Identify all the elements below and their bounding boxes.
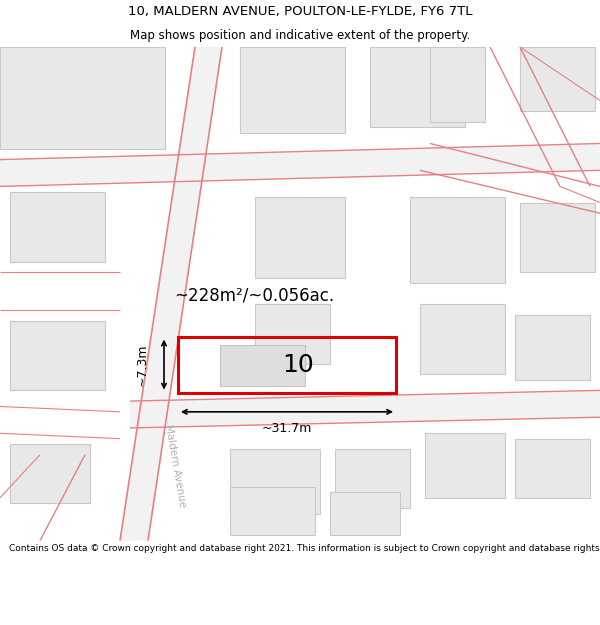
Text: ~228m²/~0.056ac.: ~228m²/~0.056ac. bbox=[174, 287, 334, 305]
Bar bbox=[370, 47, 465, 128]
Bar bbox=[410, 197, 505, 283]
Text: ~31.7m: ~31.7m bbox=[262, 422, 312, 436]
Bar bbox=[10, 444, 90, 503]
Bar bbox=[335, 449, 410, 508]
Text: ~7.3m: ~7.3m bbox=[136, 343, 149, 386]
Bar bbox=[230, 487, 315, 535]
Polygon shape bbox=[130, 391, 600, 428]
Bar bbox=[10, 192, 105, 261]
Bar bbox=[520, 202, 595, 272]
Bar bbox=[515, 315, 590, 379]
Text: Contains OS data © Crown copyright and database right 2021. This information is : Contains OS data © Crown copyright and d… bbox=[9, 544, 600, 552]
Text: Maldern Avenue: Maldern Avenue bbox=[163, 423, 187, 508]
Polygon shape bbox=[0, 144, 600, 186]
Bar bbox=[255, 197, 345, 278]
Text: 10: 10 bbox=[282, 352, 314, 377]
Bar bbox=[430, 47, 485, 122]
Bar bbox=[0, 47, 165, 149]
Text: 10, MALDERN AVENUE, POULTON-LE-FYLDE, FY6 7TL: 10, MALDERN AVENUE, POULTON-LE-FYLDE, FY… bbox=[128, 5, 472, 18]
Text: Map shows position and indicative extent of the property.: Map shows position and indicative extent… bbox=[130, 29, 470, 42]
Bar bbox=[515, 439, 590, 498]
Bar bbox=[240, 47, 345, 132]
Bar bbox=[230, 449, 320, 514]
Bar bbox=[520, 47, 595, 111]
Bar bbox=[10, 321, 105, 391]
Polygon shape bbox=[120, 47, 222, 541]
Bar bbox=[420, 304, 505, 374]
Bar bbox=[255, 304, 330, 364]
Bar bbox=[330, 492, 400, 535]
Bar bbox=[178, 337, 396, 392]
Bar bbox=[425, 433, 505, 498]
Bar bbox=[220, 345, 305, 386]
